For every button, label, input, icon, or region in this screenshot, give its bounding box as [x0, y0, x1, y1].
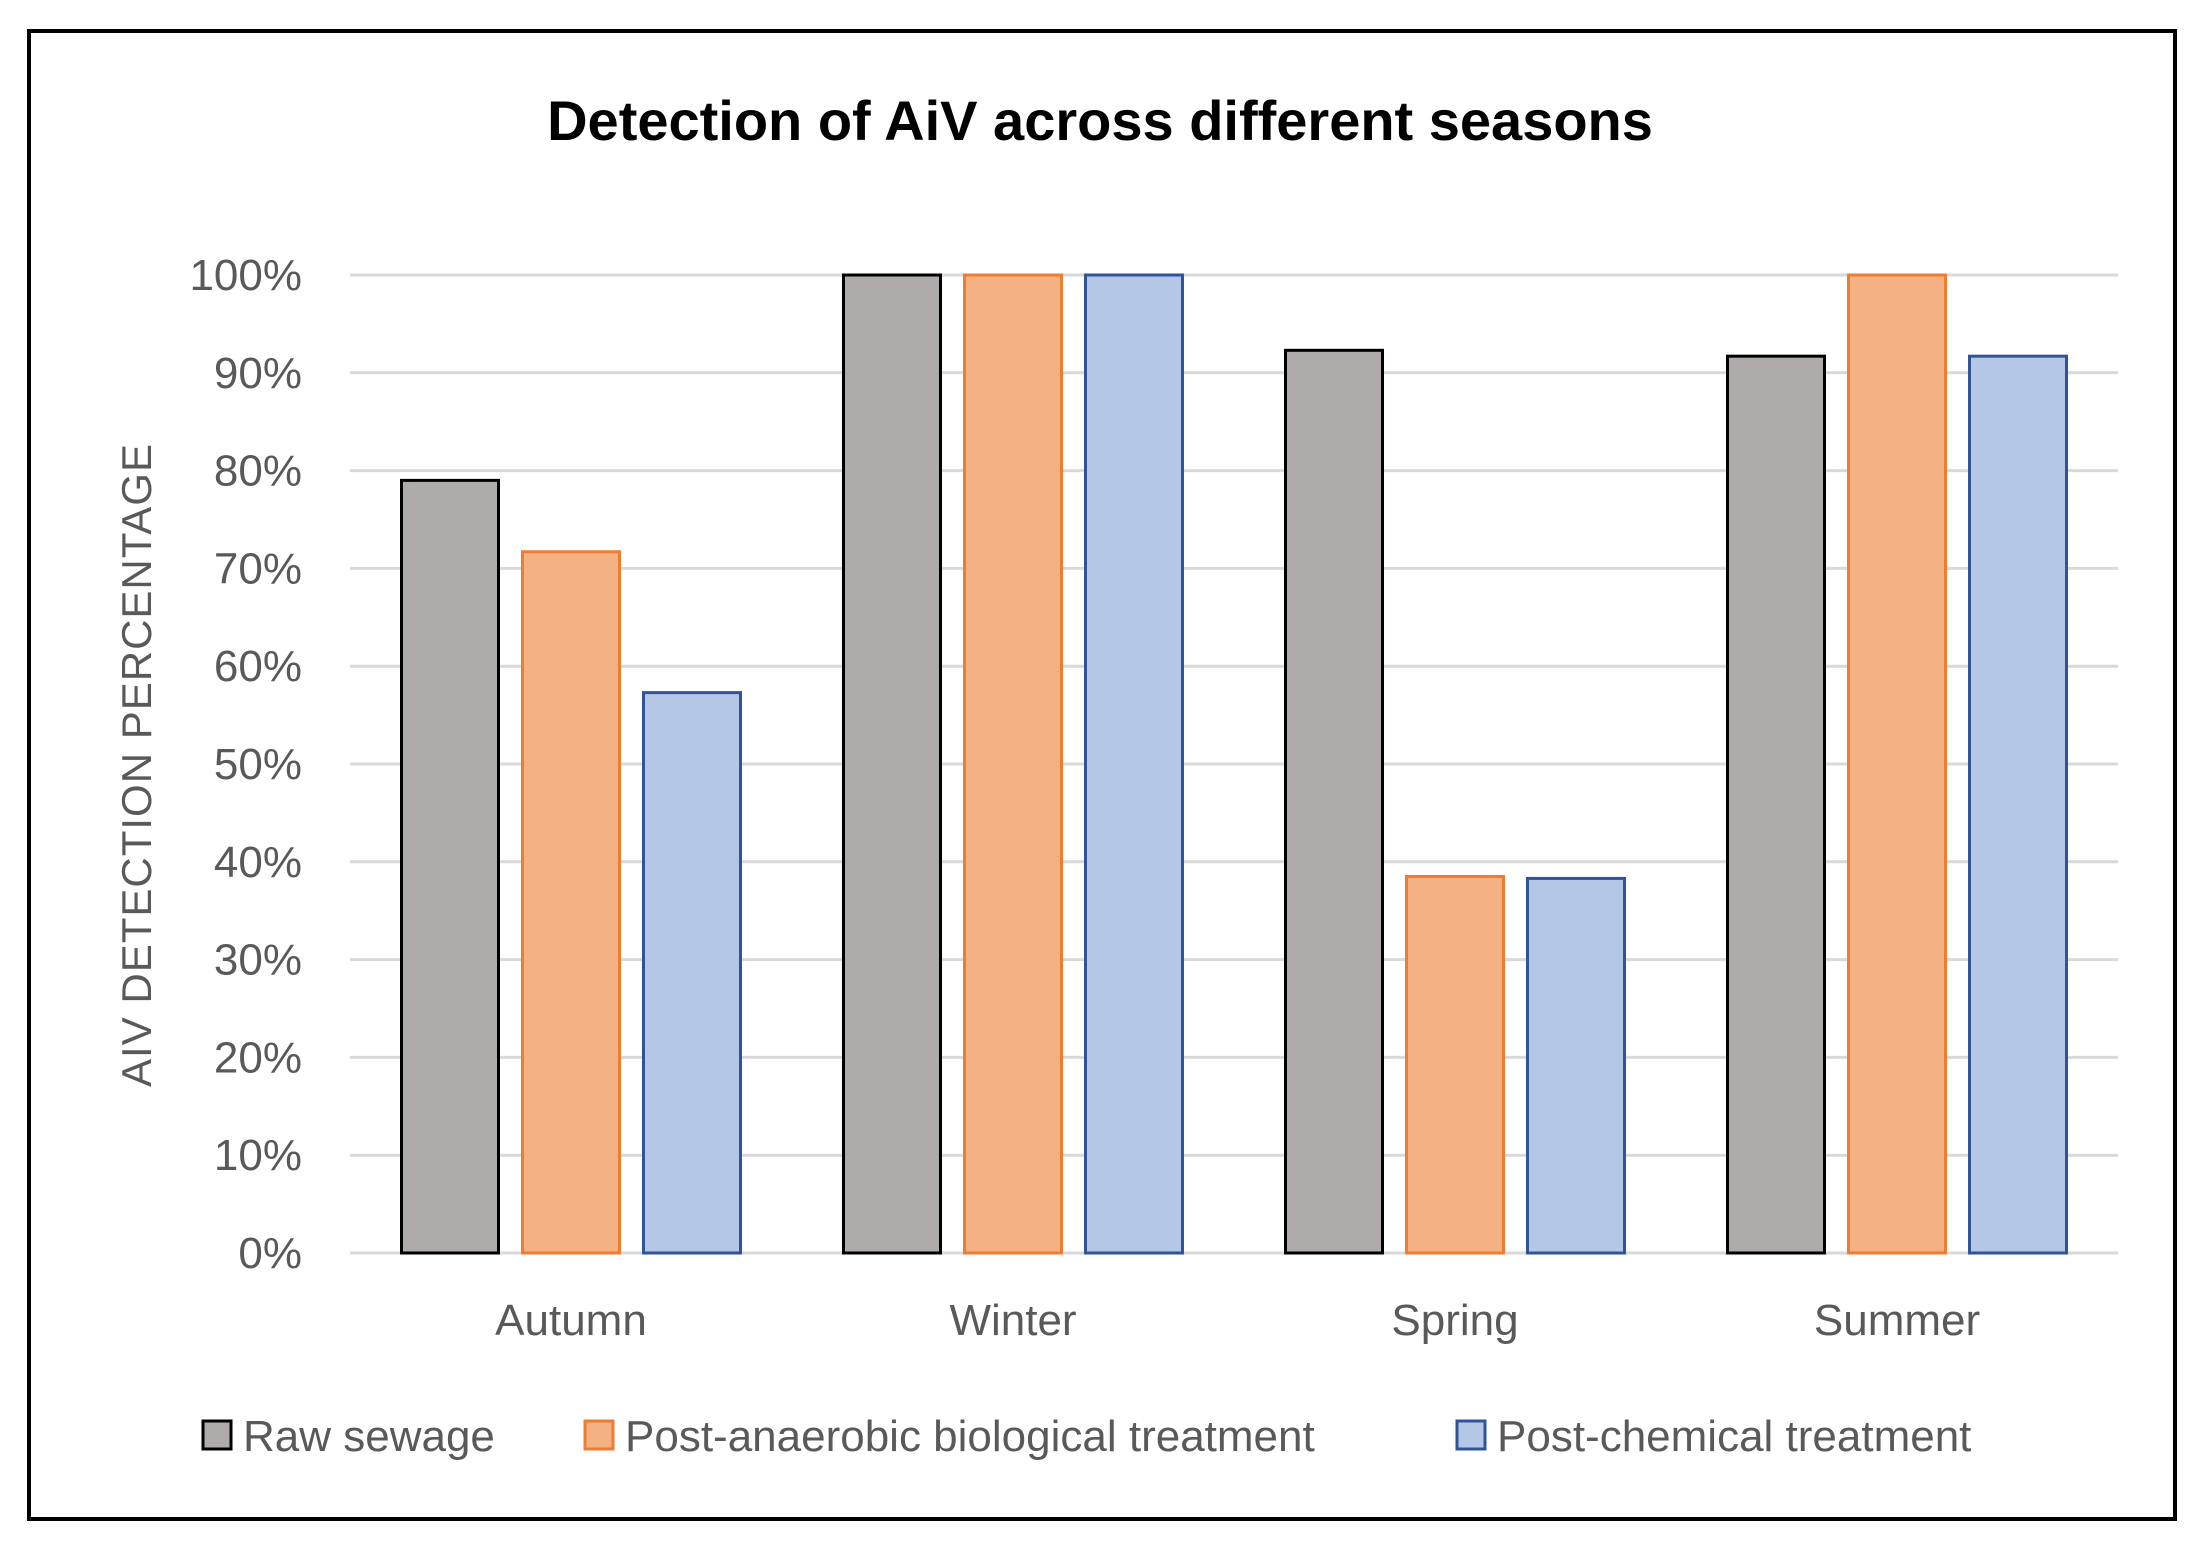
- bar-winter-2: [963, 273, 1063, 1255]
- y-tick-label: 70%: [214, 544, 302, 593]
- x-tick-label: Winter: [949, 1296, 1076, 1345]
- bar-summer-2: [1847, 273, 1947, 1255]
- bar-summer-3: [1968, 354, 2068, 1255]
- x-tick-label: Autumn: [495, 1296, 647, 1345]
- bar-autumn-2: [521, 550, 621, 1255]
- bar-spring-3: [1526, 876, 1626, 1255]
- bar-winter-1: [842, 273, 942, 1255]
- y-tick-label: 60%: [214, 642, 302, 691]
- bar-spring-2: [1405, 874, 1505, 1255]
- chart-title: Detection of AiV across different season…: [547, 89, 1653, 152]
- y-tick-label: 30%: [214, 936, 302, 985]
- y-tick-label: 80%: [214, 447, 302, 496]
- y-tick-label: 100%: [189, 251, 302, 300]
- bar-winter-3: [1084, 273, 1184, 1255]
- legend: Raw sewage Post-anaerobic biological trea…: [201, 1412, 1971, 1461]
- y-tick-label: 10%: [214, 1131, 302, 1180]
- legend-label: Post-anaerobic biological treatment: [625, 1412, 1315, 1461]
- y-axis-ticks: 0% 10% 20% 30% 40% 50% 60% 70% 80% 90% 100%: [189, 251, 302, 1278]
- legend-label: Raw sewage: [243, 1412, 495, 1461]
- bar-autumn-3: [642, 691, 742, 1255]
- bar-spring-1: [1284, 348, 1384, 1255]
- bar-summer-1: [1726, 354, 1826, 1255]
- y-tick-label: 90%: [214, 349, 302, 398]
- bar-autumn-1: [400, 478, 500, 1255]
- y-tick-label: 20%: [214, 1033, 302, 1082]
- bars: [400, 273, 2068, 1255]
- legend-label: Post-chemical treatment: [1497, 1412, 1971, 1461]
- legend-swatch: [1455, 1419, 1487, 1451]
- legend-swatch: [201, 1419, 233, 1451]
- y-tick-label: 0%: [238, 1229, 302, 1278]
- x-tick-label: Spring: [1391, 1296, 1518, 1345]
- legend-swatch: [583, 1419, 615, 1451]
- x-axis-ticks: Autumn Winter Spring Summer: [495, 1296, 1980, 1345]
- x-tick-label: Summer: [1814, 1296, 1980, 1345]
- y-axis-title: AIV DETECTION PERCENTAGE: [113, 443, 160, 1087]
- y-tick-label: 40%: [214, 838, 302, 887]
- y-tick-label: 50%: [214, 740, 302, 789]
